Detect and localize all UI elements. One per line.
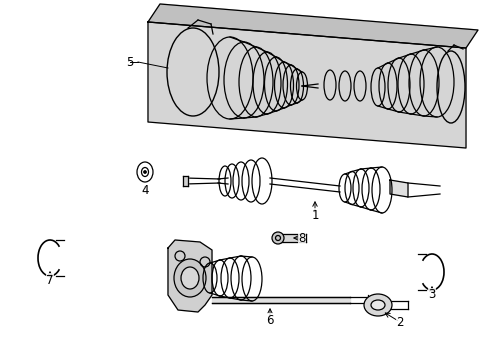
Polygon shape <box>212 297 349 303</box>
Text: 2: 2 <box>395 315 403 328</box>
Text: 3: 3 <box>427 288 435 302</box>
Text: 5: 5 <box>126 55 133 68</box>
Ellipse shape <box>174 259 205 297</box>
Text: 8: 8 <box>298 231 305 244</box>
Polygon shape <box>183 176 187 186</box>
Ellipse shape <box>271 232 284 244</box>
Text: 6: 6 <box>265 314 273 327</box>
Text: 7: 7 <box>46 274 54 287</box>
Polygon shape <box>278 234 305 242</box>
Text: 1: 1 <box>311 208 318 221</box>
Text: 4: 4 <box>141 184 148 197</box>
Polygon shape <box>148 4 477 48</box>
Polygon shape <box>168 240 212 312</box>
Ellipse shape <box>181 267 199 289</box>
Polygon shape <box>389 180 407 197</box>
Ellipse shape <box>143 171 146 174</box>
Ellipse shape <box>370 300 384 310</box>
Polygon shape <box>148 22 465 148</box>
Ellipse shape <box>363 294 391 316</box>
